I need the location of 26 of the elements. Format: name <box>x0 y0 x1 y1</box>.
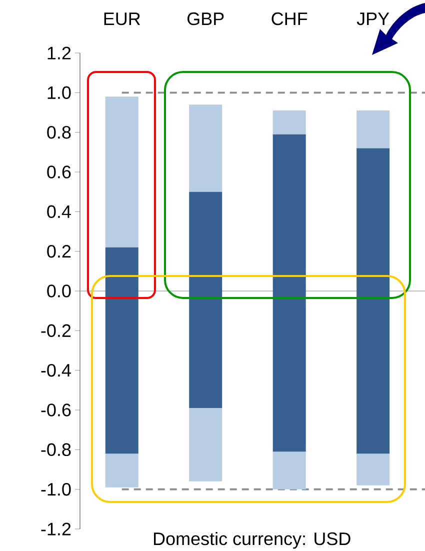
x-tick-label: JPY <box>356 12 390 26</box>
y-tick-label: -0.2 <box>41 324 71 338</box>
bar <box>189 408 222 482</box>
x-tick-label: CHF <box>272 12 308 26</box>
y-tick-label: -0.6 <box>41 404 71 416</box>
bar <box>189 104 222 192</box>
y-tick-label: 0.8 <box>47 126 71 139</box>
y-tick-label: -0.4 <box>41 364 71 377</box>
y-tick-label: -1.2 <box>41 522 71 536</box>
x-tick-label: EUR <box>104 12 140 26</box>
bar <box>105 454 138 488</box>
bar <box>272 110 306 134</box>
x-axis-title: Domestic currency: USD <box>154 532 350 549</box>
y-tick-label: -1.0 <box>41 482 71 496</box>
bar <box>105 96 138 248</box>
bar <box>356 110 390 148</box>
bar <box>356 454 390 486</box>
y-tick-label: -0.8 <box>41 443 71 456</box>
y-tick-label: 0.4 <box>47 205 71 218</box>
y-tick-label: 0.2 <box>47 244 71 258</box>
x-tick-label: GBP <box>188 12 224 26</box>
bar <box>272 452 306 490</box>
y-tick-label: 0.6 <box>47 166 71 178</box>
y-tick-label: 1.0 <box>48 86 71 100</box>
y-tick-label: 1.2 <box>48 46 71 60</box>
y-tick-label: 0.0 <box>47 284 71 298</box>
